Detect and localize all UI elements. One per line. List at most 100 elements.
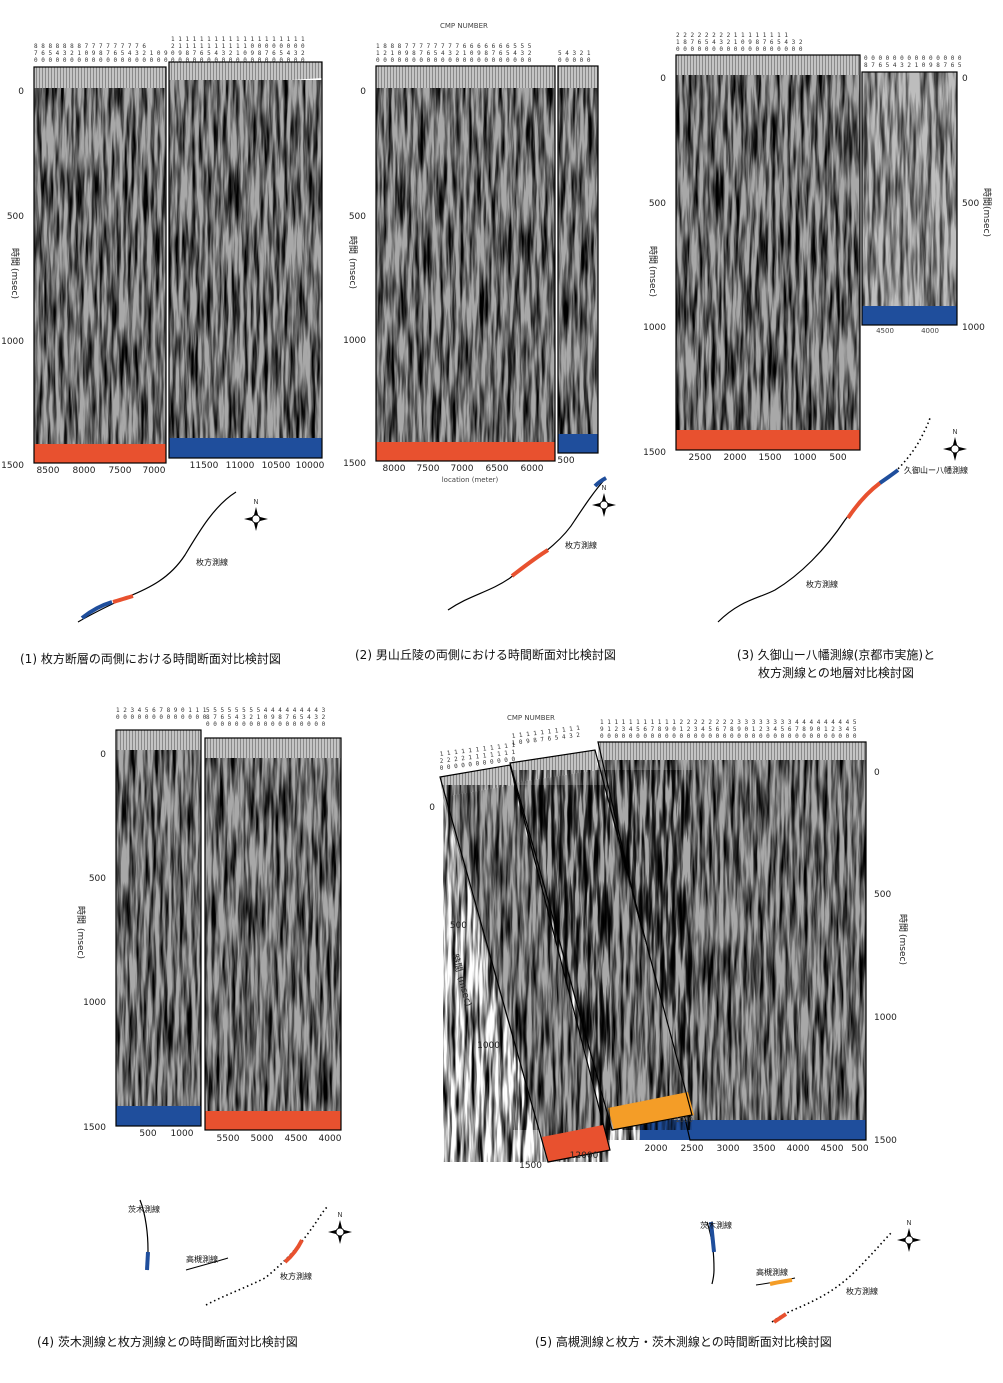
panel5-right-tick: 0: [874, 768, 880, 778]
panel1-tick-0: 0: [18, 87, 24, 97]
panel2-location-map: 枚方測線 N: [447, 476, 616, 611]
panel5-takatsuki-bar: [608, 1092, 694, 1130]
panel5-tick: 1000: [477, 1041, 500, 1051]
panel5-xtick: 4000: [787, 1144, 810, 1154]
panel4-hirakata-bar: [205, 1111, 341, 1130]
panel2-xtick: 6500: [486, 464, 509, 474]
panel2-tick: 0: [360, 87, 366, 97]
panel5-xtick: 500: [851, 1144, 868, 1154]
panel2-tick: 1000: [343, 336, 366, 346]
svg-text:1 8 8 8 7 7 7 7 7 7 7 7 6 6 6: 1 8 8 8 7 7 7 7 7 7 7 7 6 6 6 6 6 6 6 5 …: [376, 43, 532, 50]
panel5-right-time-label: 時間: [897, 914, 908, 932]
panel3-right-time-label: 時間: [981, 188, 992, 206]
panel3-tick: 500: [649, 199, 666, 209]
north-arrow-icon: N: [328, 1211, 352, 1244]
panel5-map-label-a: 茨木測線: [700, 1220, 732, 1230]
svg-text:N: N: [952, 428, 957, 436]
svg-text:0 0 0 0 0 0 0 0 0 0 0 0 0 0: 0 0 0 0 0 0 0 0 0 0 0 0 0 0: [864, 55, 962, 62]
panel5-xtick: 3000: [717, 1144, 740, 1154]
panel5-xtick: 2500: [681, 1144, 704, 1154]
panel4-xtick: 4000: [319, 1134, 342, 1144]
svg-text:5 5 5 5 5 5 5 5 4 4 4 4 4 4 4: 5 5 5 5 5 5 5 5 4 4 4 4 4 4 4 4 3: [206, 707, 326, 714]
panel2-cmp-title: CMP NUMBER: [440, 22, 488, 30]
panel2-tick: 500: [349, 212, 366, 222]
panel3-caption-line1: (3) 久御山ー八幡測線(京都市実施)と: [736, 648, 936, 662]
panel4-map-label-a: 茨木測線: [128, 1204, 160, 1214]
panel3-right-tick: 1000: [962, 323, 985, 333]
panel4-xtick: 4500: [285, 1134, 308, 1144]
panel3-time-label: 時間: [647, 246, 658, 264]
panel2-xlabel: location (meter): [442, 476, 499, 484]
svg-text:0 0 0 0 0 0 0 0 0 0 0 0 0 0 0: 0 0 0 0 0 0 0 0 0 0 0 0 0 0 0 0 0 0 0 0 …: [600, 733, 857, 740]
svg-text:2 1 1 1 1 1 1 1 1 1 1 0 0 0 0: 2 1 1 1 1 1 1 1 1 1 1 0 0 0 0 0 0 0 0: [171, 43, 305, 50]
panel3-right-msec-label: (msec): [981, 206, 991, 237]
panel2-caption: (2) 男山丘陵の両側における時間断面対比検討図: [355, 648, 616, 662]
panel3-tick: 1000: [643, 323, 666, 333]
panel1-header-strip-left: [34, 67, 166, 88]
svg-text:1 1 1 1 1 1 1 1 1 1 1 1 1 1 1: 1 1 1 1 1 1 1 1 1 1 1 1 1 1 1 1 1 1 1: [171, 36, 305, 43]
panel1-xtick: 11000: [226, 461, 255, 471]
panel2-xtick: 6000: [521, 464, 544, 474]
panel1-time-label: 時間: [9, 248, 20, 266]
panel4-tick: 500: [89, 874, 106, 884]
svg-text:0 0 0 0 0: 0 0 0 0 0: [558, 57, 591, 64]
svg-text:N: N: [601, 484, 606, 492]
panel1-tick-500: 500: [7, 212, 24, 222]
panel2-cmp-header: 1 8 8 8 7 7 7 7 7 7 7 7 6 6 6 6 6 6 6 5 …: [376, 43, 591, 64]
panel4-tick: 0: [100, 750, 106, 760]
panel3-xtick: 2500: [689, 453, 712, 463]
panel1-xtick: 7500: [109, 466, 132, 476]
panel5-xtick: 1000: [675, 1116, 693, 1124]
panel1-xtick: 10500: [262, 461, 291, 471]
panel1-time-axis: 0 500 1000 1500 時間 (msec): [1, 87, 24, 471]
panel4-time-label: 時間: [75, 906, 86, 924]
svg-text:8 7 6 5 4 3 2 1 0 9 8 7 6 5 4: 8 7 6 5 4 3 2 1 0 9 8 7 6 5 4 3 2: [206, 714, 326, 721]
panel2-msec-label: (msec): [347, 258, 357, 289]
panel1-xtick: 7000: [143, 466, 166, 476]
panel3-hirakata-bar: [676, 430, 860, 450]
panel4-ibaraki-bar: [116, 1106, 201, 1126]
svg-text:N: N: [906, 1219, 911, 1227]
panel2-time-label: 時間: [347, 236, 358, 254]
svg-text:1 2 1 0 9 8 7 6 5 4 3 2 1 0 9: 1 2 1 0 9 8 7 6 5 4 3 2 1 0 9 8 7 6 5 4 …: [376, 50, 532, 57]
panel3-location-map: 久御山ー八幡測線 枚方測線 N: [717, 417, 968, 623]
panel-2: CMP NUMBER 1 8 8 8 7 7 7 7 7 7 7 7 6 6 6…: [343, 22, 616, 611]
panel1-caption: (1) 枚方断層の両側における時間断面対比検討図: [20, 652, 281, 666]
panel5-cmp-title: CMP NUMBER: [507, 714, 555, 722]
panel5-tick: 0: [429, 803, 435, 813]
panel2-time-axis: 0 500 1000 1500 時間 (msec): [343, 87, 366, 469]
panel5-map-label-c: 枚方測線: [846, 1286, 878, 1296]
panel2-xtick: 7500: [417, 464, 440, 474]
panel4-time-axis: 0 500 1000 1500 時間 (msec): [75, 750, 106, 1133]
svg-text:1 1 1 1 1 1 1 1 1 1 1 2 2 2 2: 1 1 1 1 1 1 1 1 1 1 1 2 2 2 2 2 2 2 2 3 …: [600, 719, 857, 726]
panel4-location-map: 茨木測線 高槻測線 枚方測線 N: [128, 1199, 352, 1306]
panel3-right-tick: 0: [962, 74, 968, 84]
panel4-tick: 1000: [83, 998, 106, 1008]
panel2-kumiyama-bar: [558, 434, 598, 453]
svg-text:0 0 0 0 0 0 0 0 0 0 0 0 0 0 0: 0 0 0 0 0 0 0 0 0 0 0 0 0 0 0 0 0: [206, 721, 326, 728]
north-arrow-icon: N: [897, 1219, 921, 1252]
panel1-kumiyama-bar: [169, 438, 322, 458]
panel4-xtick: 1000: [171, 1129, 194, 1139]
panel3-xtick: 500: [829, 453, 846, 463]
panel1-tick-1500: 1500: [1, 461, 24, 471]
north-arrow-icon: N: [943, 428, 967, 461]
panel2-xtick: 8000: [383, 464, 406, 474]
panel2-map-label: 枚方測線: [565, 540, 597, 550]
panel3-xtick: 2000: [724, 453, 747, 463]
svg-text:8 7 6 5 4 3 2 1 0 9 8 7 6 5: 8 7 6 5 4 3 2 1 0 9 8 7 6 5: [864, 62, 962, 69]
panel4-caption: (4) 茨木測線と枚方測線との時間断面対比検討図: [37, 1335, 298, 1349]
svg-text:1 2 3 4 5 6 7 8 9 0 1 1 1: 1 2 3 4 5 6 7 8 9 0 1 1 1: [116, 707, 207, 714]
panel4-xtick: 500: [139, 1129, 156, 1139]
panel-5: CMP NUMBER 1 1 1 1 1 1 1 1 1 1 1 2 2 2 2…: [429, 714, 921, 1324]
panel5-time-label: 時間: [449, 953, 464, 973]
panel1-msec-label: (msec): [9, 268, 19, 299]
panel5-right-tick: 1000: [874, 1013, 897, 1023]
svg-text:0 0 0 0 0 0 0 0 0 0 0 0 0 0 0: 0 0 0 0 0 0 0 0 0 0 0 0 0 0 0 0 0 0: [676, 46, 803, 53]
panel2-xtick: 500: [557, 456, 574, 466]
panel3-cmp-header: 2 2 2 2 2 2 2 2 1 1 1 1 1 1 1 1 1 8 7 6 …: [676, 32, 962, 69]
panel4-msec-label: (msec): [75, 928, 85, 959]
panel5-map-label-b: 高槻測線: [756, 1267, 788, 1277]
panel4-xtick: 5500: [217, 1134, 240, 1144]
